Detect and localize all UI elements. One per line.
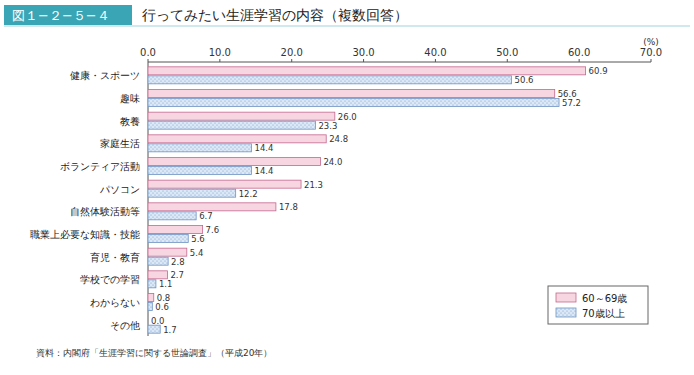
bar <box>148 271 167 279</box>
bar <box>148 316 149 324</box>
data-label: 21.3 <box>304 180 323 190</box>
chart: 図１−２−５−４ 行ってみたい生涯学習の内容（複数回答） 0.0 10.0 20.0 30… <box>0 0 694 375</box>
data-label: 24.0 <box>323 157 342 167</box>
bar <box>148 158 320 166</box>
x-tick <box>363 59 364 62</box>
bar <box>148 99 559 107</box>
data-label: 1.1 <box>159 279 173 289</box>
bar <box>148 90 555 98</box>
bar <box>148 167 251 175</box>
category-label: 趣味 <box>120 93 140 104</box>
category-label: 育児・教育 <box>90 252 140 263</box>
x-tick <box>507 59 508 62</box>
bar <box>148 112 335 120</box>
x-tick <box>435 59 436 62</box>
source-note: 資料：内閣府「生涯学習に関する世論調査」（平成20年） <box>36 348 272 358</box>
legend-swatch <box>556 293 576 302</box>
data-label: 5.4 <box>190 248 204 258</box>
x-tick-label: 30.0 <box>352 47 374 58</box>
category-label: 学校での学習 <box>80 274 140 285</box>
data-label: 0.6 <box>155 302 169 312</box>
title: 行ってみたい生涯学習の内容（複数回答） <box>142 7 408 23</box>
x-tick-label: 60.0 <box>568 47 590 58</box>
data-label: 26.0 <box>338 112 357 122</box>
bar <box>148 76 512 84</box>
bar <box>148 257 168 265</box>
data-label: 12.2 <box>239 189 258 199</box>
data-label: 60.9 <box>589 66 608 76</box>
category-label: 教養 <box>120 116 140 127</box>
bar <box>148 294 154 302</box>
x-tick-label: 70.0 <box>640 47 662 58</box>
data-label: 17.8 <box>279 202 298 212</box>
data-label: 1.7 <box>163 325 177 335</box>
data-label: 7.6 <box>206 225 220 235</box>
labels: 健康・スポーツ60.950.6趣味56.657.2教養26.023.3家庭生活2… <box>30 66 608 334</box>
bar <box>148 303 152 311</box>
category-label: 健康・スポーツ <box>70 70 140 81</box>
bar <box>148 121 315 129</box>
legend-label: 60～69歳 <box>582 293 627 304</box>
x-axis-label: (%) <box>643 37 659 47</box>
bar <box>148 67 586 75</box>
x-tick <box>651 59 652 62</box>
x-tick <box>219 59 220 62</box>
legend-swatch <box>556 308 576 317</box>
legend-box <box>548 286 648 324</box>
bar <box>148 325 160 333</box>
x-tick <box>291 59 292 62</box>
data-label: 2.8 <box>171 257 185 267</box>
x-tick-label: 40.0 <box>424 47 446 58</box>
header-box <box>4 5 132 25</box>
bar <box>148 189 236 197</box>
bar <box>148 248 187 256</box>
data-label: 5.6 <box>191 234 205 244</box>
x-tick <box>148 59 149 62</box>
bar <box>148 280 156 288</box>
x-tick-label: 50.0 <box>496 47 518 58</box>
header-rule <box>4 26 690 27</box>
x-axis <box>148 62 651 63</box>
bar <box>148 135 326 143</box>
data-label: 24.8 <box>329 134 348 144</box>
figure-number: 図１−２−５−４ <box>12 8 110 23</box>
bar <box>148 235 188 243</box>
category-label: わからない <box>90 297 140 308</box>
data-label: 14.4 <box>254 143 273 153</box>
category-label: その他 <box>110 320 140 331</box>
bars <box>148 67 586 333</box>
bar <box>148 226 203 234</box>
x-tick-label: 20.0 <box>281 47 303 58</box>
bar <box>148 144 251 152</box>
data-label: 23.3 <box>318 121 337 131</box>
x-tick <box>579 59 580 62</box>
x-tick-label: 0.0 <box>140 47 156 58</box>
bar <box>148 212 196 220</box>
data-label: 6.7 <box>199 211 213 221</box>
category-label: 家庭生活 <box>100 138 140 149</box>
category-label: パソコン <box>99 184 140 195</box>
data-label: 57.2 <box>562 98 581 108</box>
category-label: 職業上必要な知識・技能 <box>30 229 140 240</box>
data-label: 50.6 <box>515 75 534 85</box>
data-label: 14.4 <box>254 166 273 176</box>
legend: 60～69歳 70歳以上 <box>548 286 648 324</box>
bar <box>148 180 301 188</box>
bar <box>148 203 276 211</box>
x-tick-label: 10.0 <box>209 47 231 58</box>
chart-root: 図１−２−５−４ 行ってみたい生涯学習の内容（複数回答） 0.0 10.0 20.0 30… <box>0 0 694 375</box>
category-label: ボランティア活動 <box>60 161 140 172</box>
category-label: 自然体験活動等 <box>70 206 140 217</box>
legend-label: 70歳以上 <box>582 308 625 319</box>
